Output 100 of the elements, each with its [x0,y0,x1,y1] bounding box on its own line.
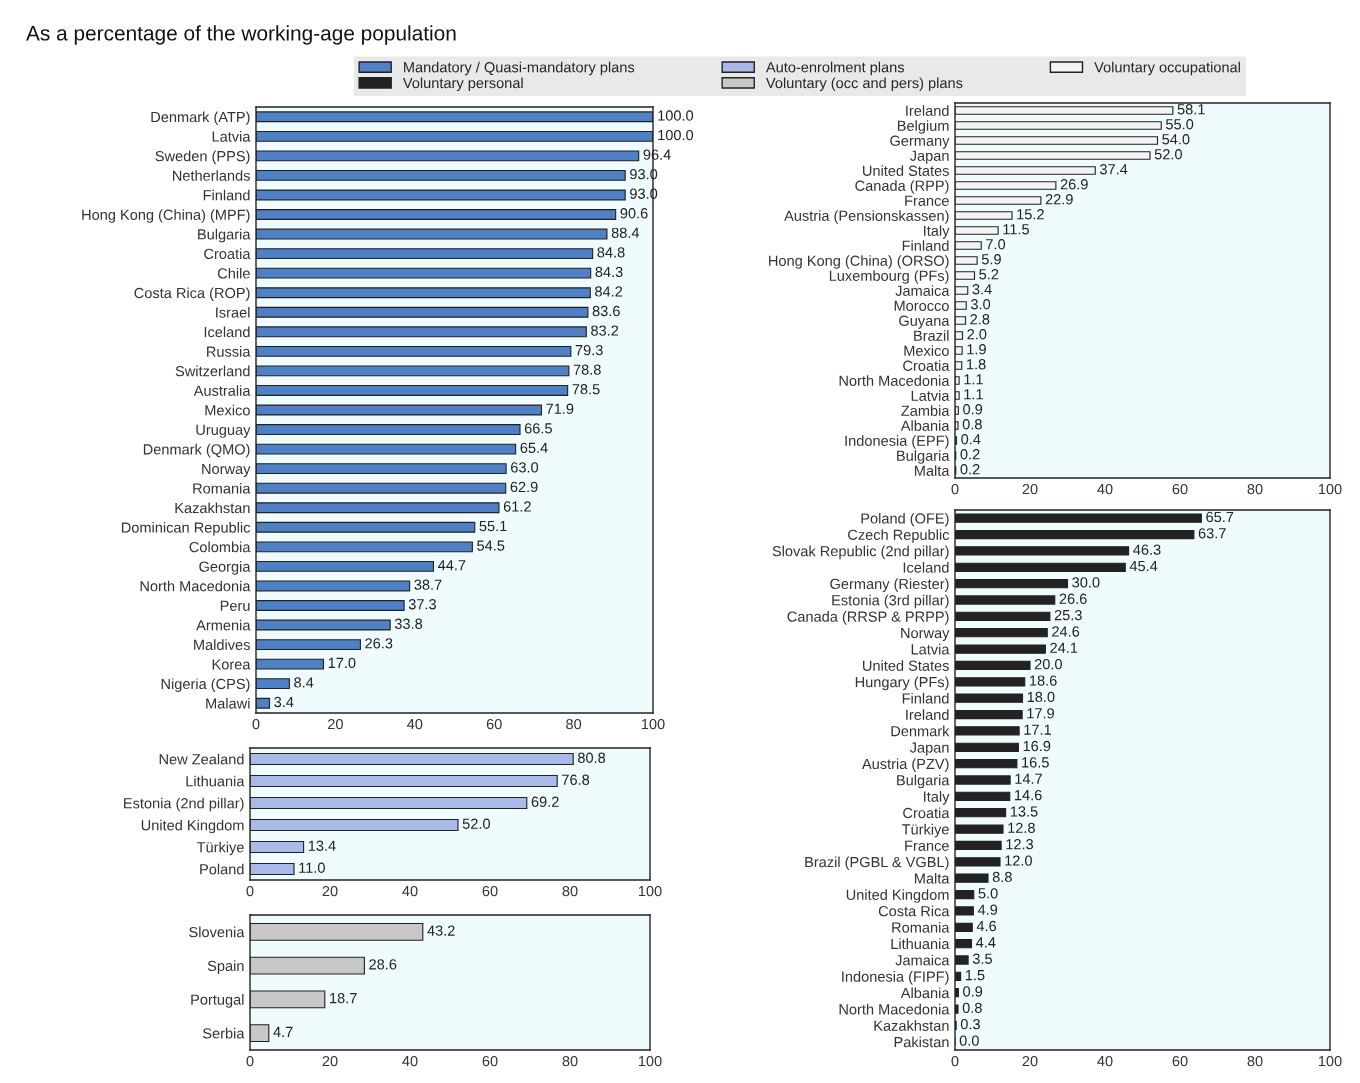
x-tick-label: 100 [638,1055,662,1067]
data-label: 11.0 [299,862,325,873]
data-label: 37.4 [1099,164,1128,175]
data-label: 43.2 [427,925,455,936]
x-tick-label: 80 [562,885,578,897]
data-label: 5.9 [981,254,1001,265]
y-tick-label: Estonia (3rd pillar) [832,594,949,609]
y-tick-label: Maldives [194,639,250,651]
x-tick-label: 100 [1318,483,1342,495]
y-tick-label: Costa Rica [878,905,950,917]
y-tick-label: Guyana [899,315,950,329]
data-label: 61.2 [503,501,531,512]
y-tick-label: Lithuania [186,775,245,787]
data-label: 0.3 [960,1019,980,1030]
x-tick-label: 20 [1022,483,1038,495]
data-label: 44.7 [437,560,466,571]
x-tick-label: 40 [1097,483,1113,495]
data-label: 1.8 [967,359,986,370]
y-tick-label: Latvia [212,131,251,142]
data-label: 3.0 [970,299,991,310]
data-label: 54.5 [477,540,505,551]
data-label: 0.8 [962,419,982,430]
x-tick-label: 60 [1172,483,1188,495]
data-label: 13.4 [308,840,336,851]
y-tick-label: Malta [914,872,950,884]
y-tick-label: Mexico [205,404,250,416]
y-tick-label: Switzerland [175,365,250,377]
data-label: 12.8 [1008,822,1035,834]
data-label: 45.4 [1129,561,1158,572]
x-tick-label: 60 [1172,1055,1188,1067]
legend-label: Auto-enrolment plans [765,61,905,76]
y-tick-label: Japan [909,742,949,756]
data-label: 52.0 [462,818,490,829]
y-tick-label: Morocco [894,300,949,311]
data-label: 2.8 [970,314,990,325]
data-label: 18.7 [330,992,357,1004]
data-label: 26.6 [1059,593,1087,604]
y-tick-label: United States [863,660,949,671]
y-tick-label: Indonesia (FIPF) [842,971,949,985]
x-tick-label: 40 [402,1055,418,1067]
data-label: 46.3 [1133,544,1161,555]
data-label: 58.1 [1177,104,1205,115]
data-label: 25.3 [1054,609,1082,621]
y-tick-label: Italy [924,791,950,805]
y-tick-label: Denmark (QMO) [143,443,250,458]
y-tick-label: Zambia [901,405,950,416]
y-tick-label: Australia [193,385,251,396]
y-tick-label: Latvia [911,643,950,655]
data-label: 63.7 [1198,528,1226,539]
y-tick-label: Bulgaria [897,450,950,464]
data-label: 4.7 [273,1026,293,1037]
y-tick-label: Albania [900,420,950,431]
y-tick-label: Bulgaria [198,228,251,243]
data-label: 52.0 [1154,149,1182,160]
legend-label: Voluntary (occ and pers) plans [765,77,963,92]
y-tick-label: Denmark (ATP) [151,111,250,126]
data-label: 100.0 [658,129,694,141]
y-tick-label: Latvia [911,390,950,401]
y-tick-label: Hong Kong (China) (MPF) [82,209,250,223]
y-tick-label: New Zealand [159,753,244,765]
data-label: 3.5 [972,953,992,964]
y-tick-label: Türkiye [901,823,949,838]
data-label: 84.3 [595,266,623,278]
data-label: 90.6 [620,208,648,219]
data-label: 84.2 [595,286,623,297]
data-label: 30.0 [1072,577,1100,588]
data-label: 28.6 [369,959,397,970]
y-tick-label: Croatia [903,807,950,819]
data-label: 4.9 [977,904,998,915]
data-label: 18.0 [1027,691,1055,703]
x-tick-label: 100 [1318,1055,1342,1067]
data-label: 0.9 [963,404,983,415]
data-label: 17.9 [1027,708,1054,719]
y-tick-label: Croatia [204,248,251,260]
y-tick-label: Czech Republic [848,529,950,543]
chart-title: As a percentage of the working-age population [26,25,456,45]
y-tick-label: Denmark [891,725,950,737]
x-tick-label: 40 [1097,1055,1113,1067]
y-tick-label: Iceland [903,561,949,573]
y-tick-label: Romania [892,921,950,933]
data-label: 16.5 [1022,757,1049,768]
y-tick-label: Brazil (PGBL & VGBL) [805,856,949,871]
y-tick-label: Brazil [914,330,949,341]
y-tick-label: Chile [217,267,250,279]
y-tick-label: Iceland [204,326,250,338]
y-tick-label: Indonesia (EPF) [845,435,949,449]
x-tick-label: 0 [246,1055,254,1067]
y-tick-label: Colombia [189,541,251,553]
y-tick-label: Georgia [199,561,251,575]
data-label: 79.3 [575,344,603,356]
data-label: 33.8 [394,618,423,629]
y-tick-label: Finland [203,189,250,201]
data-label: 37.3 [408,599,436,610]
y-tick-label: Germany (Riester) [830,578,949,592]
y-tick-label: Costa Rica (ROP) [134,287,250,302]
data-label: 71.9 [546,403,574,414]
data-label: 65.4 [520,442,548,454]
x-tick-label: 60 [486,718,502,730]
data-label: 80.8 [578,752,606,763]
y-tick-label: Croatia [903,360,950,371]
